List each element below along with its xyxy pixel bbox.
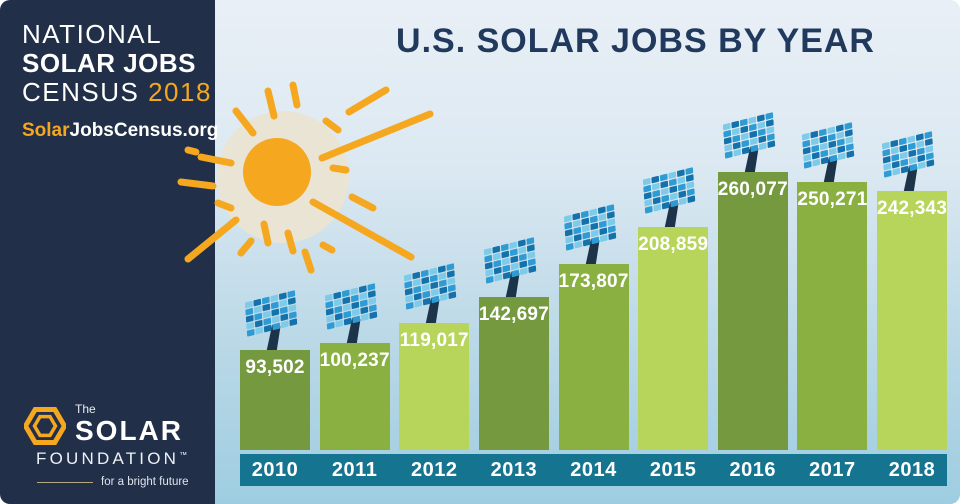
bar-value-label: 173,807	[558, 271, 629, 292]
bar-value-label: 208,859	[638, 234, 709, 255]
website-url-prefix: Solar	[22, 120, 70, 142]
solar-panel-icon	[643, 167, 696, 228]
solar-panel-icon	[563, 204, 616, 265]
census-title-line2: SOLAR JOBS	[22, 48, 197, 79]
census-title: NATIONAL SOLAR JOBS CENSUS 2018	[0, 0, 215, 107]
bar-column: 208,859	[638, 165, 709, 450]
solar-panel-icon	[483, 237, 537, 298]
bar-column: 242,343	[877, 129, 947, 450]
bar-column: 93,502	[240, 288, 310, 450]
bar-column: 260,077	[717, 110, 788, 450]
sidebar: NATIONAL SOLAR JOBS CENSUS 2018 SolarJob…	[0, 0, 218, 504]
solar-panel-icon	[881, 131, 935, 192]
x-axis-label: 2017	[809, 459, 856, 481]
bar: 242,343	[877, 191, 947, 450]
chart-area: U.S. SOLAR JOBS BY YEAR 93,502 100,237 1…	[215, 0, 960, 504]
hexagon-logo-icon	[24, 407, 66, 445]
bar-value-label: 100,237	[319, 350, 390, 371]
x-axis-label: 2018	[888, 459, 936, 481]
tagline-text: for a bright future	[101, 476, 189, 488]
bar-column: 100,237	[319, 281, 390, 450]
bar: 142,697	[478, 297, 549, 450]
bar-column: 173,807	[558, 202, 629, 450]
x-axis-label: 2011	[331, 459, 378, 481]
logo-foundation: FOUNDATION™	[36, 449, 215, 469]
logo-foundation-word: FOUNDATION	[36, 449, 180, 468]
bar-value-label: 242,343	[877, 198, 948, 219]
solar-panel-icon	[722, 112, 775, 173]
x-axis-label: 2013	[490, 459, 538, 481]
x-axis-label: 2015	[649, 459, 697, 481]
logo-tagline: for a bright future	[37, 476, 215, 488]
trademark-symbol: ™	[179, 450, 188, 460]
census-title-line1: NATIONAL	[22, 19, 163, 49]
tagline-divider	[37, 481, 93, 483]
bar-value-label: 93,502	[245, 357, 305, 378]
bar: 100,237	[319, 343, 390, 450]
census-year: 2018	[148, 77, 212, 108]
logo-name: The SOLAR	[75, 402, 183, 445]
bar-value-label: 142,697	[478, 304, 549, 325]
x-axis-label: 2012	[411, 459, 458, 481]
page-title: U.S. SOLAR JOBS BY YEAR	[396, 22, 875, 60]
x-axis-label: 2010	[251, 459, 299, 481]
solar-panel-icon	[802, 122, 855, 183]
website-url-suffix: JobsCensus.org	[69, 120, 219, 142]
solar-panel-icon	[244, 290, 298, 351]
x-axis-label: 2016	[729, 459, 776, 481]
bar-column: 119,017	[399, 261, 470, 450]
solar-foundation-logo: The SOLAR FOUNDATION™ for a bright futur…	[0, 402, 215, 504]
bar: 260,077	[717, 172, 788, 450]
logo-solar: SOLAR	[75, 415, 183, 446]
census-word: CENSUS	[22, 77, 149, 108]
bar-value-label: 119,017	[399, 330, 469, 351]
bar: 119,017	[399, 323, 470, 450]
x-axis-label: 2014	[570, 459, 617, 481]
bar-value-label: 260,077	[717, 179, 788, 200]
bar: 173,807	[558, 264, 629, 450]
website-url: SolarJobsCensus.org	[22, 120, 218, 142]
logo-the: The	[75, 402, 96, 416]
bar: 93,502	[240, 350, 310, 450]
bar: 208,859	[638, 227, 709, 450]
solar-panel-icon	[324, 283, 377, 344]
bar-column: 142,697	[478, 235, 549, 450]
bar-value-label: 250,271	[797, 189, 868, 210]
bar-chart: 93,502 100,237 119,017 142,697	[240, 110, 947, 450]
bar: 250,271	[797, 182, 868, 450]
x-axis-band: 2010 2011 2012 2013 2014 2015 2016 2017 2018	[240, 454, 947, 486]
solar-panel-icon	[404, 263, 457, 324]
census-title-line3: CENSUS 2018	[22, 78, 215, 107]
bar-column: 250,271	[797, 120, 868, 450]
